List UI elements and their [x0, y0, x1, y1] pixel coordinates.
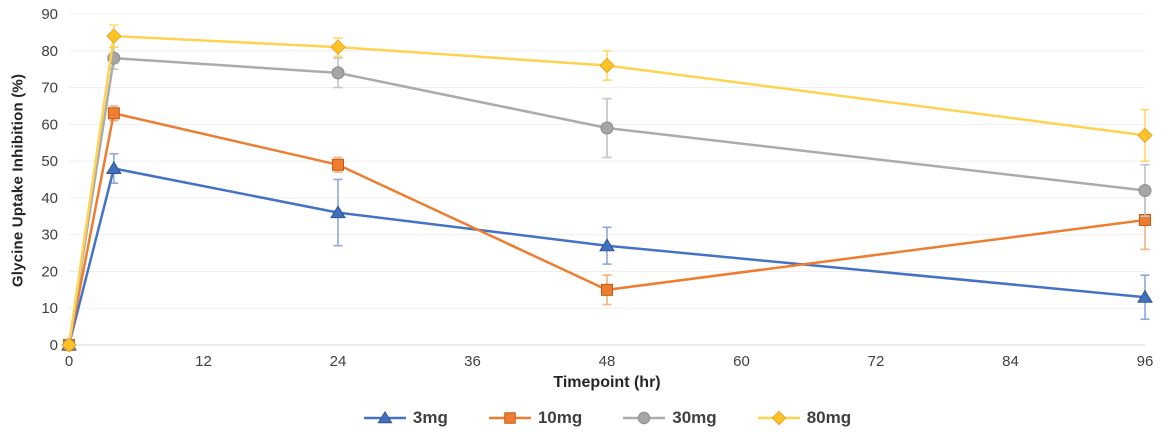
- y-tick-label: 60: [41, 116, 58, 133]
- legend-item-3mg: 3mg: [363, 408, 448, 428]
- legend-item-10mg: 10mg: [488, 408, 582, 428]
- legend-label: 10mg: [537, 408, 583, 427]
- triangle-marker: [1137, 289, 1153, 303]
- series-10mg: [63, 105, 1151, 351]
- triangle-marker: [330, 205, 346, 219]
- circle-marker: [1138, 184, 1152, 198]
- y-axis-tick-labels: 0 10 20 30 40 50 60 70 80 90: [41, 6, 58, 354]
- y-tick-label: 70: [41, 80, 58, 97]
- series-3mg: [61, 152, 1153, 351]
- x-tick-label: 12: [195, 353, 212, 370]
- triangle-marker: [377, 410, 393, 424]
- circle-marker: [600, 121, 614, 135]
- circle-marker: [331, 66, 345, 80]
- diamond-icon: [757, 410, 800, 426]
- diamond-marker: [771, 410, 787, 426]
- y-tick-label: 30: [41, 227, 58, 244]
- x-tick-label: 48: [599, 353, 616, 370]
- square-marker: [601, 283, 613, 296]
- x-tick-label: 36: [464, 353, 481, 370]
- series-80mg: [61, 24, 1153, 353]
- circle-marker: [638, 411, 651, 425]
- y-tick-label: 10: [41, 300, 58, 317]
- legend: 3mg 10mg 30mg 80mg: [69, 404, 1145, 432]
- legend-item-80mg: 80mg: [757, 408, 851, 428]
- series-30mg: [62, 46, 1152, 352]
- x-axis-tick-labels: 0 12 24 36 48 60 72 84 96: [65, 353, 1154, 370]
- circle-icon: [623, 411, 666, 425]
- diamond-marker: [106, 28, 122, 44]
- legend-label: 3mg: [412, 408, 448, 427]
- legend-item-30mg: 30mg: [622, 408, 717, 428]
- x-tick-label: 96: [1137, 353, 1154, 370]
- x-tick-label: 72: [868, 353, 885, 370]
- diamond-marker: [1137, 127, 1153, 144]
- y-tick-label: 50: [41, 153, 58, 170]
- y-tick-label: 40: [41, 190, 58, 207]
- y-tick-label: 90: [41, 6, 58, 23]
- x-tick-label: 84: [1002, 353, 1019, 370]
- x-tick-label: 60: [733, 353, 750, 370]
- square-marker: [332, 158, 344, 171]
- legend-label: 80mg: [806, 408, 852, 427]
- legend-label: 30mg: [672, 408, 717, 427]
- diamond-marker: [61, 337, 77, 353]
- triangle-marker: [599, 238, 615, 252]
- square-icon: [488, 412, 531, 424]
- diamond-marker: [330, 39, 346, 55]
- x-tick-label: 24: [330, 353, 347, 370]
- x-tick-label: 0: [65, 353, 73, 370]
- y-tick-label: 20: [41, 263, 58, 280]
- square-marker: [107, 107, 120, 120]
- x-axis-title: Timepoint (hr): [553, 374, 661, 391]
- y-tick-label: 0: [50, 337, 58, 354]
- square-marker: [504, 412, 516, 424]
- y-tick-label: 80: [41, 43, 58, 60]
- diamond-marker: [599, 57, 615, 74]
- plot-area: 0 10 20 30 40 50 60 70 80 90 0 12 24 36 48 60 72 84 96: [41, 6, 1154, 370]
- triangle-marker: [105, 161, 122, 174]
- triangle-icon: [363, 410, 406, 424]
